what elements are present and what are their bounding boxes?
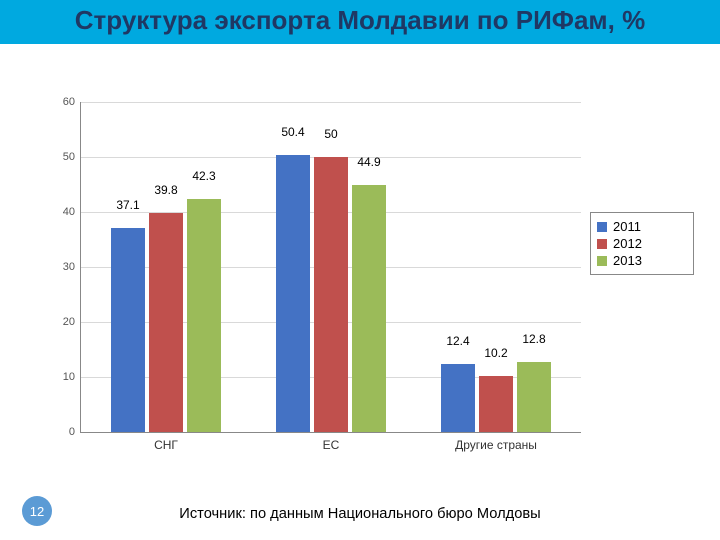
legend-item: 2011 [597, 219, 687, 234]
y-tick-label: 50 [63, 151, 75, 163]
y-tick-label: 60 [63, 96, 75, 108]
legend-item: 2013 [597, 253, 687, 268]
legend-label: 2011 [613, 219, 641, 234]
bar [314, 157, 348, 432]
y-tick-label: 20 [63, 316, 75, 328]
bar-value-label: 50.4 [273, 125, 313, 139]
plot-area: 0102030405060СНГ37.139.842.3ЕС50.45044.9… [80, 102, 581, 433]
grid-line [81, 102, 581, 103]
legend-swatch [597, 239, 607, 249]
bar [517, 362, 551, 432]
bar [441, 364, 475, 432]
bar-value-label: 44.9 [349, 155, 389, 169]
export-chart: 0102030405060СНГ37.139.842.3ЕС50.45044.9… [30, 92, 690, 472]
y-tick-label: 10 [63, 371, 75, 383]
legend-label: 2013 [613, 253, 642, 268]
bar-value-label: 12.4 [438, 334, 478, 348]
slide-title: Структура экспорта Молдавии по РИФам, % [0, 0, 720, 44]
bar [479, 376, 513, 432]
x-category-label: ЕС [323, 438, 340, 452]
bar-value-label: 12.8 [514, 332, 554, 346]
bar-value-label: 50 [311, 127, 351, 141]
bar [276, 155, 310, 432]
legend-swatch [597, 256, 607, 266]
legend: 2011 2012 2013 [590, 212, 694, 275]
source-text: Источник: по данным Национального бюро М… [0, 506, 720, 522]
y-tick-label: 40 [63, 206, 75, 218]
legend-swatch [597, 222, 607, 232]
bar-value-label: 39.8 [146, 183, 186, 197]
bar-value-label: 42.3 [184, 169, 224, 183]
x-category-label: Другие страны [455, 438, 537, 452]
bar [111, 228, 145, 432]
bar [352, 185, 386, 432]
bar-value-label: 37.1 [108, 198, 148, 212]
bar-value-label: 10.2 [476, 346, 516, 360]
legend-label: 2012 [613, 236, 642, 251]
bar [187, 199, 221, 432]
y-tick-label: 30 [63, 261, 75, 273]
x-category-label: СНГ [154, 438, 178, 452]
y-tick-label: 0 [69, 426, 75, 438]
legend-item: 2012 [597, 236, 687, 251]
bar [149, 213, 183, 432]
page-number-badge: 12 [22, 496, 52, 526]
